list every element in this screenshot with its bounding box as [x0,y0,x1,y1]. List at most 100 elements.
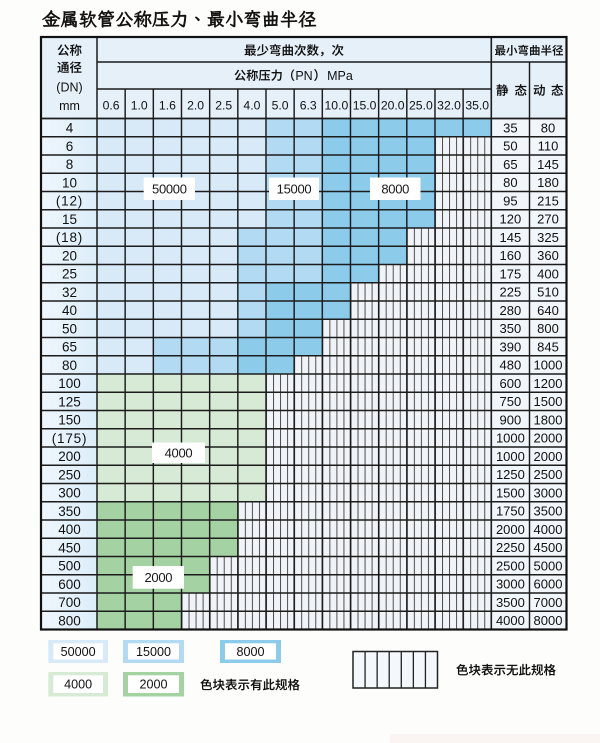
svg-text:10.0: 10.0 [325,98,349,112]
svg-text:95: 95 [503,193,517,208]
svg-text:125: 125 [58,394,81,409]
svg-text:640: 640 [537,303,559,318]
svg-text:10: 10 [62,175,77,190]
svg-text:800: 800 [537,321,559,336]
svg-text:2000: 2000 [534,431,563,446]
svg-text:1200: 1200 [534,376,563,391]
svg-text:(DN): (DN) [56,81,82,95]
svg-text:80: 80 [503,175,517,190]
svg-text:4: 4 [66,121,74,136]
svg-text:325: 325 [537,230,559,245]
svg-text:400: 400 [58,522,81,537]
svg-text:750: 750 [500,394,522,409]
svg-text:1750: 1750 [496,504,525,519]
svg-text:270: 270 [537,212,559,227]
svg-text:35.0: 35.0 [465,98,489,112]
svg-text:25.0: 25.0 [409,98,433,112]
svg-text:80: 80 [62,358,77,373]
svg-text:4500: 4500 [534,540,563,555]
svg-text:mm: mm [59,99,80,113]
svg-text:2.5: 2.5 [215,98,232,112]
svg-text:510: 510 [537,285,559,300]
svg-text:40: 40 [62,303,77,318]
svg-text:2.0: 2.0 [187,98,204,112]
svg-text:65: 65 [62,340,77,355]
svg-text:65: 65 [503,157,517,172]
svg-text:8: 8 [66,157,74,172]
svg-text:80: 80 [541,120,555,135]
svg-text:150: 150 [58,413,81,428]
svg-text:1500: 1500 [496,485,525,500]
svg-text:50: 50 [62,321,77,336]
svg-text:8000: 8000 [381,181,409,196]
svg-text:4000: 4000 [496,613,525,628]
svg-text:3000: 3000 [496,577,525,592]
svg-text:25: 25 [62,267,77,282]
svg-text:20: 20 [62,248,77,263]
svg-text:900: 900 [500,412,522,427]
svg-text:1000: 1000 [534,358,563,373]
svg-text:6: 6 [66,139,74,154]
svg-text:15000: 15000 [277,181,312,196]
svg-text:2000: 2000 [496,522,525,537]
svg-text:110: 110 [538,139,559,154]
svg-text:1.0: 1.0 [131,98,148,112]
svg-text:50000: 50000 [61,645,96,659]
svg-text:(175): (175) [52,431,88,446]
svg-text:5.0: 5.0 [272,98,289,112]
svg-text:350: 350 [58,504,81,519]
svg-text:15.0: 15.0 [353,98,377,112]
svg-text:8000: 8000 [534,613,563,628]
svg-text:390: 390 [500,339,522,354]
svg-text:8000: 8000 [236,645,264,659]
svg-text:4000: 4000 [64,678,92,692]
svg-text:15000: 15000 [136,645,171,659]
svg-text:2500: 2500 [534,467,563,482]
svg-text:50: 50 [503,139,517,154]
svg-text:MPa: MPa [327,69,353,83]
svg-text:180: 180 [537,175,559,190]
svg-text:360: 360 [537,248,559,263]
svg-text:6000: 6000 [534,577,563,592]
svg-text:(18): (18) [56,230,83,245]
svg-text:500: 500 [58,559,81,574]
svg-text:32.0: 32.0 [437,98,461,112]
svg-text:800: 800 [58,613,81,628]
svg-text:32: 32 [62,285,77,300]
svg-text:7000: 7000 [534,595,563,610]
svg-text:215: 215 [537,193,559,208]
svg-text:2500: 2500 [496,558,525,573]
svg-text:480: 480 [500,358,522,373]
svg-text:600: 600 [500,376,522,391]
svg-text:1000: 1000 [496,449,525,464]
svg-text:3000: 3000 [534,485,563,500]
svg-text:145: 145 [500,230,522,245]
svg-text:5000: 5000 [534,558,563,573]
svg-text:(12): (12) [56,194,83,209]
svg-text:1000: 1000 [496,431,525,446]
svg-text:2000: 2000 [139,678,167,692]
svg-text:250: 250 [58,467,81,482]
svg-text:50000: 50000 [152,181,187,196]
svg-text:1250: 1250 [496,467,525,482]
svg-text:4000: 4000 [165,445,193,460]
svg-text:4000: 4000 [534,522,563,537]
svg-text:PN: PN [295,69,312,83]
svg-text:15: 15 [62,212,77,227]
svg-text:350: 350 [500,321,522,336]
svg-text:35: 35 [503,120,517,135]
svg-text:2250: 2250 [496,540,525,555]
svg-text:2000: 2000 [144,570,172,585]
svg-text:20.0: 20.0 [381,98,405,112]
svg-text:450: 450 [58,540,81,555]
svg-text:200: 200 [58,449,81,464]
svg-text:280: 280 [500,303,522,318]
svg-text:160: 160 [500,248,522,263]
svg-text:225: 225 [500,285,522,300]
svg-text:3500: 3500 [534,504,563,519]
svg-text:400: 400 [537,266,559,281]
svg-text:0.6: 0.6 [103,98,120,112]
svg-text:700: 700 [58,595,81,610]
svg-text:1800: 1800 [534,412,563,427]
svg-text:120: 120 [500,212,522,227]
